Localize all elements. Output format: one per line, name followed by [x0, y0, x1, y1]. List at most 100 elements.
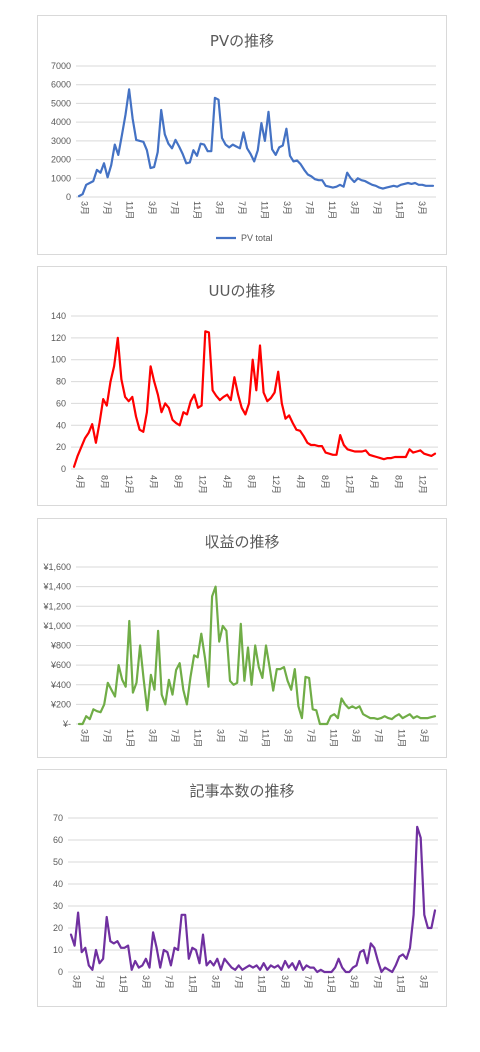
- uu-data-point: [390, 457, 392, 459]
- uu-data-point: [372, 455, 374, 457]
- revenue-data-point: [351, 705, 353, 707]
- pv-data-point: [353, 181, 355, 183]
- pv-data-point: [85, 184, 87, 186]
- articles-data-point: [234, 969, 236, 971]
- uu-data-point: [405, 456, 407, 458]
- uu-data-point: [328, 453, 330, 455]
- revenue-data-point: [182, 689, 184, 691]
- uu-data-point: [230, 399, 232, 401]
- uu-data-point: [186, 413, 188, 415]
- revenue-data-point: [193, 654, 195, 656]
- pv-data-point: [250, 153, 252, 155]
- pv-data-point: [182, 153, 184, 155]
- uu-data-point: [423, 453, 425, 455]
- articles-data-point: [298, 960, 300, 962]
- articles-data-point: [377, 960, 379, 962]
- articles-x-tick-label: 11月: [326, 975, 336, 993]
- pv-data-point: [314, 178, 316, 180]
- articles-data-point: [420, 837, 422, 839]
- articles-data-point: [309, 967, 311, 969]
- pv-data-point: [92, 180, 94, 182]
- uu-x-tick-label: 12月: [344, 475, 354, 494]
- uu-chart-title: UUの推移: [209, 282, 276, 300]
- revenue-chart: 収益の推移 ¥- ¥200 ¥400 ¥600 ¥800 ¥1,000 ¥1,200 ¥1,40…: [42, 533, 438, 747]
- revenue-x-tick-label: 7月: [374, 729, 384, 743]
- revenue-data-point: [376, 718, 379, 720]
- pv-data-point: [253, 160, 255, 162]
- pv-data-point: [192, 149, 194, 151]
- pv-data-point: [178, 145, 180, 148]
- uu-data-point: [387, 457, 389, 459]
- uu-x-tick-label: 4月: [75, 475, 85, 489]
- articles-data-point: [338, 958, 340, 960]
- articles-x-tick-label: 3月: [349, 975, 359, 989]
- pv-data-point: [232, 144, 234, 146]
- revenue-data-point: [200, 633, 202, 635]
- revenue-y-tick-label: ¥1,200: [42, 601, 71, 611]
- articles-data-point: [288, 967, 290, 969]
- articles-data-point: [327, 971, 329, 973]
- revenue-data-point: [326, 723, 328, 725]
- articles-data-point: [398, 956, 400, 958]
- uu-data-point: [288, 414, 290, 416]
- articles-data-point: [270, 964, 272, 966]
- pv-data-point: [325, 185, 327, 187]
- articles-data-point: [134, 960, 136, 962]
- revenue-data-point: [150, 674, 152, 676]
- uu-data-point: [277, 371, 279, 373]
- revenue-data-point: [398, 713, 400, 715]
- revenue-data-point: [279, 668, 281, 670]
- revenue-data-point: [287, 680, 289, 682]
- uu-data-point: [98, 422, 101, 424]
- articles-data-point: [345, 971, 347, 973]
- pv-x-tick-label: 11月: [125, 201, 135, 219]
- revenue-data-point: [254, 644, 256, 647]
- revenue-x-tick-label: 11月: [125, 729, 135, 747]
- revenue-x-tick-label: 11月: [261, 729, 271, 747]
- articles-data-point: [330, 971, 333, 973]
- articles-data-point: [120, 947, 122, 949]
- uu-data-point: [434, 453, 436, 455]
- articles-data-point: [323, 971, 325, 973]
- pv-x-tick-label: 3月: [282, 201, 292, 215]
- revenue-y-tick-label: ¥400: [50, 680, 71, 690]
- pv-data-point: [260, 122, 262, 124]
- revenue-data-point: [340, 697, 343, 700]
- pv-data-point: [203, 144, 205, 146]
- pv-x-tick-label: 3月: [417, 201, 427, 215]
- revenue-data-point: [110, 689, 112, 691]
- revenue-data-point: [308, 677, 310, 679]
- articles-x-tick-label: 7月: [372, 975, 382, 989]
- uu-data-point: [252, 359, 254, 361]
- articles-data-point: [152, 931, 154, 933]
- articles-data-point: [223, 958, 226, 960]
- articles-data-point: [184, 914, 186, 916]
- revenue-data-point: [409, 713, 411, 715]
- articles-y-tick-label: 40: [53, 879, 63, 889]
- uu-data-point: [263, 391, 265, 394]
- articles-data-point: [148, 967, 151, 969]
- pv-data-point: [389, 186, 391, 188]
- pv-data-point: [382, 188, 384, 190]
- articles-y-tick-label: 30: [53, 901, 63, 911]
- pv-data-point: [242, 131, 245, 133]
- uu-x-tick-label: 8月: [246, 475, 256, 489]
- uu-data-point: [120, 378, 122, 380]
- pv-data-point: [132, 117, 134, 119]
- uu-data-point: [84, 437, 86, 439]
- pv-data-point: [153, 166, 155, 168]
- pv-data-point: [149, 167, 152, 169]
- uu-data-point: [139, 429, 141, 431]
- uu-data-point: [175, 422, 177, 424]
- pv-x-tick-label: 3月: [350, 201, 360, 215]
- uu-data-point: [241, 407, 243, 409]
- articles-data-point: [263, 962, 265, 964]
- revenue-data-point: [85, 715, 87, 717]
- pv-x-tick-label: 3月: [215, 201, 225, 215]
- revenue-data-point: [229, 680, 231, 682]
- revenue-data-point: [369, 717, 371, 719]
- pv-data-point: [89, 182, 91, 184]
- uu-data-point: [394, 456, 396, 458]
- revenue-data-point: [362, 713, 364, 715]
- pv-data-point: [246, 147, 248, 149]
